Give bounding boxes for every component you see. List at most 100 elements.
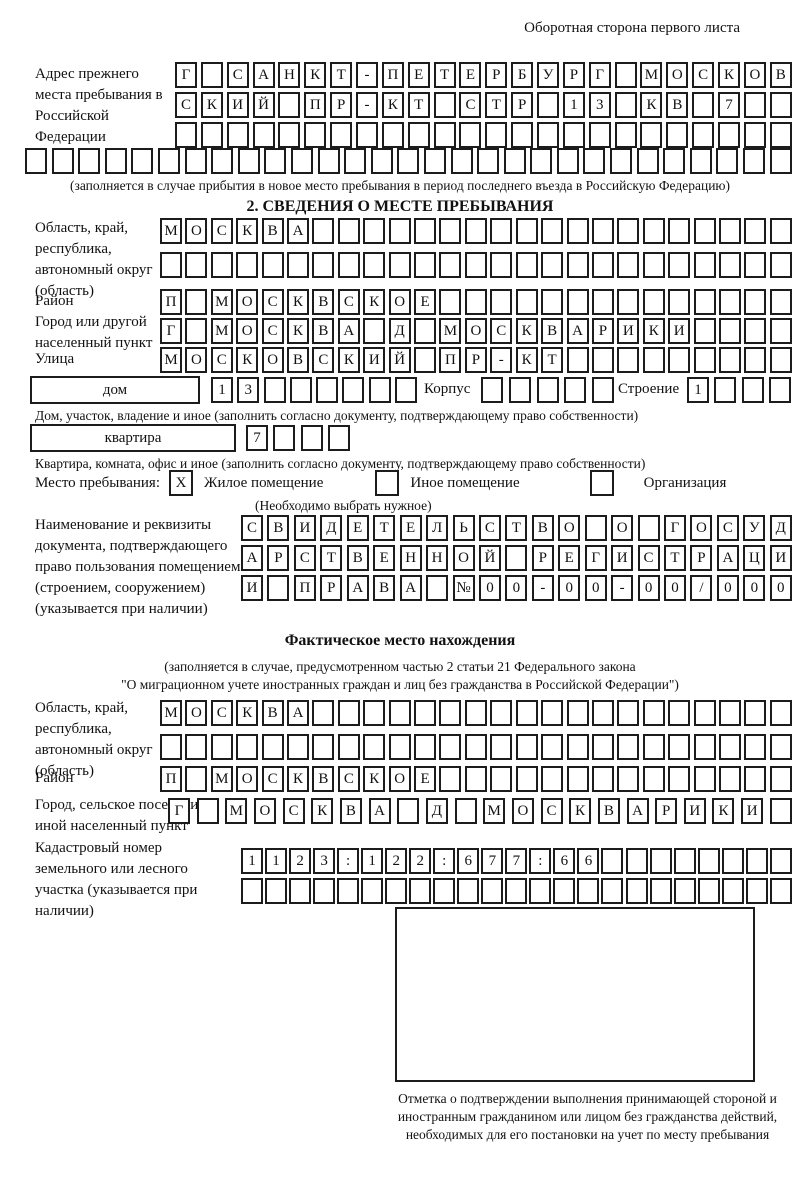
char-cell[interactable]: Р xyxy=(485,62,508,88)
char-cell[interactable]: С xyxy=(337,289,360,315)
char-cell[interactable]: В xyxy=(541,318,564,344)
char-cell[interactable] xyxy=(78,148,101,174)
char-cell[interactable] xyxy=(477,148,500,174)
char-cell[interactable]: О xyxy=(743,62,766,88)
char-cell[interactable] xyxy=(131,148,154,174)
char-cell[interactable]: О xyxy=(185,218,208,244)
char-cell[interactable] xyxy=(312,734,335,760)
char-cell[interactable] xyxy=(289,377,312,403)
char-cell[interactable]: С xyxy=(637,545,660,571)
char-cell[interactable] xyxy=(566,289,589,315)
char-cell[interactable] xyxy=(304,122,327,148)
char-cell[interactable] xyxy=(236,252,259,278)
char-cell[interactable]: В xyxy=(666,92,689,118)
char-cell[interactable] xyxy=(287,734,310,760)
char-cell[interactable] xyxy=(433,122,456,148)
char-cell[interactable] xyxy=(312,218,335,244)
char-cell[interactable] xyxy=(196,798,219,824)
char-cell[interactable] xyxy=(537,92,560,118)
char-cell[interactable] xyxy=(642,289,665,315)
char-cell[interactable] xyxy=(388,252,411,278)
char-cell[interactable] xyxy=(541,700,564,726)
char-cell[interactable] xyxy=(433,878,456,904)
char-cell[interactable]: 1 xyxy=(265,848,288,874)
char-cell[interactable] xyxy=(566,252,589,278)
char-cell[interactable]: 0 xyxy=(716,575,739,601)
char-cell[interactable] xyxy=(668,700,691,726)
char-cell[interactable]: Р xyxy=(591,318,614,344)
char-cell[interactable]: Р xyxy=(330,92,353,118)
char-cell[interactable] xyxy=(439,289,462,315)
char-cell[interactable] xyxy=(673,878,696,904)
char-cell[interactable]: В xyxy=(531,515,554,541)
char-cell[interactable] xyxy=(541,289,564,315)
char-cell[interactable]: С xyxy=(210,347,233,373)
char-cell[interactable] xyxy=(185,766,208,792)
char-cell[interactable] xyxy=(490,766,513,792)
char-cell[interactable] xyxy=(714,377,737,403)
char-cell[interactable]: В xyxy=(267,515,290,541)
char-cell[interactable] xyxy=(718,734,741,760)
char-cell[interactable] xyxy=(743,122,766,148)
char-cell[interactable] xyxy=(160,734,182,760)
char-cell[interactable] xyxy=(769,878,792,904)
char-cell[interactable] xyxy=(515,734,538,760)
char-cell[interactable] xyxy=(668,289,691,315)
char-cell[interactable]: М xyxy=(160,218,182,244)
char-cell[interactable]: О xyxy=(236,318,259,344)
char-cell[interactable] xyxy=(716,148,739,174)
char-cell[interactable]: В xyxy=(261,218,284,244)
char-cell[interactable] xyxy=(625,848,648,874)
char-cell[interactable] xyxy=(426,575,449,601)
char-cell[interactable] xyxy=(529,878,552,904)
char-cell[interactable]: С xyxy=(540,798,563,824)
char-cell[interactable] xyxy=(566,347,589,373)
char-cell[interactable] xyxy=(363,252,386,278)
char-cell[interactable] xyxy=(356,122,379,148)
char-cell[interactable] xyxy=(744,347,767,373)
char-cell[interactable] xyxy=(407,122,430,148)
char-cell[interactable]: П xyxy=(304,92,327,118)
char-cell[interactable] xyxy=(649,878,672,904)
char-cell[interactable]: С xyxy=(312,347,335,373)
char-cell[interactable]: Е xyxy=(346,515,369,541)
char-cell[interactable] xyxy=(743,148,766,174)
char-cell[interactable] xyxy=(503,148,526,174)
char-cell[interactable]: Г xyxy=(168,798,190,824)
char-cell[interactable]: И xyxy=(683,798,706,824)
char-cell[interactable]: К xyxy=(287,318,310,344)
char-cell[interactable]: Г xyxy=(175,62,197,88)
char-cell[interactable]: С xyxy=(210,218,233,244)
char-cell[interactable]: 2 xyxy=(289,848,312,874)
char-cell[interactable]: М xyxy=(225,798,248,824)
char-cell[interactable] xyxy=(743,92,766,118)
char-cell[interactable] xyxy=(481,878,504,904)
char-cell[interactable]: Т xyxy=(407,92,430,118)
char-cell[interactable] xyxy=(693,218,716,244)
char-cell[interactable] xyxy=(261,252,284,278)
char-cell[interactable] xyxy=(515,700,538,726)
char-cell[interactable]: Г xyxy=(588,62,611,88)
char-cell[interactable]: М xyxy=(439,318,462,344)
char-cell[interactable]: 0 xyxy=(743,575,766,601)
char-cell[interactable]: И xyxy=(668,318,691,344)
char-cell[interactable]: К xyxy=(640,92,663,118)
char-cell[interactable] xyxy=(668,734,691,760)
char-cell[interactable]: С xyxy=(261,766,284,792)
char-cell[interactable] xyxy=(663,148,686,174)
char-cell[interactable]: Т xyxy=(485,92,508,118)
char-cell[interactable]: И xyxy=(611,545,634,571)
char-cell[interactable]: Й xyxy=(252,92,275,118)
char-cell[interactable]: С xyxy=(261,318,284,344)
char-cell[interactable] xyxy=(718,122,741,148)
char-cell[interactable]: С xyxy=(337,766,360,792)
char-cell[interactable]: Д xyxy=(388,318,411,344)
char-cell[interactable] xyxy=(556,148,579,174)
char-cell[interactable]: П xyxy=(160,766,182,792)
char-cell[interactable] xyxy=(363,218,386,244)
char-cell[interactable] xyxy=(566,218,589,244)
char-cell[interactable]: Р xyxy=(655,798,678,824)
char-cell[interactable]: 6 xyxy=(577,848,600,874)
char-cell[interactable] xyxy=(515,252,538,278)
char-cell[interactable] xyxy=(184,148,207,174)
